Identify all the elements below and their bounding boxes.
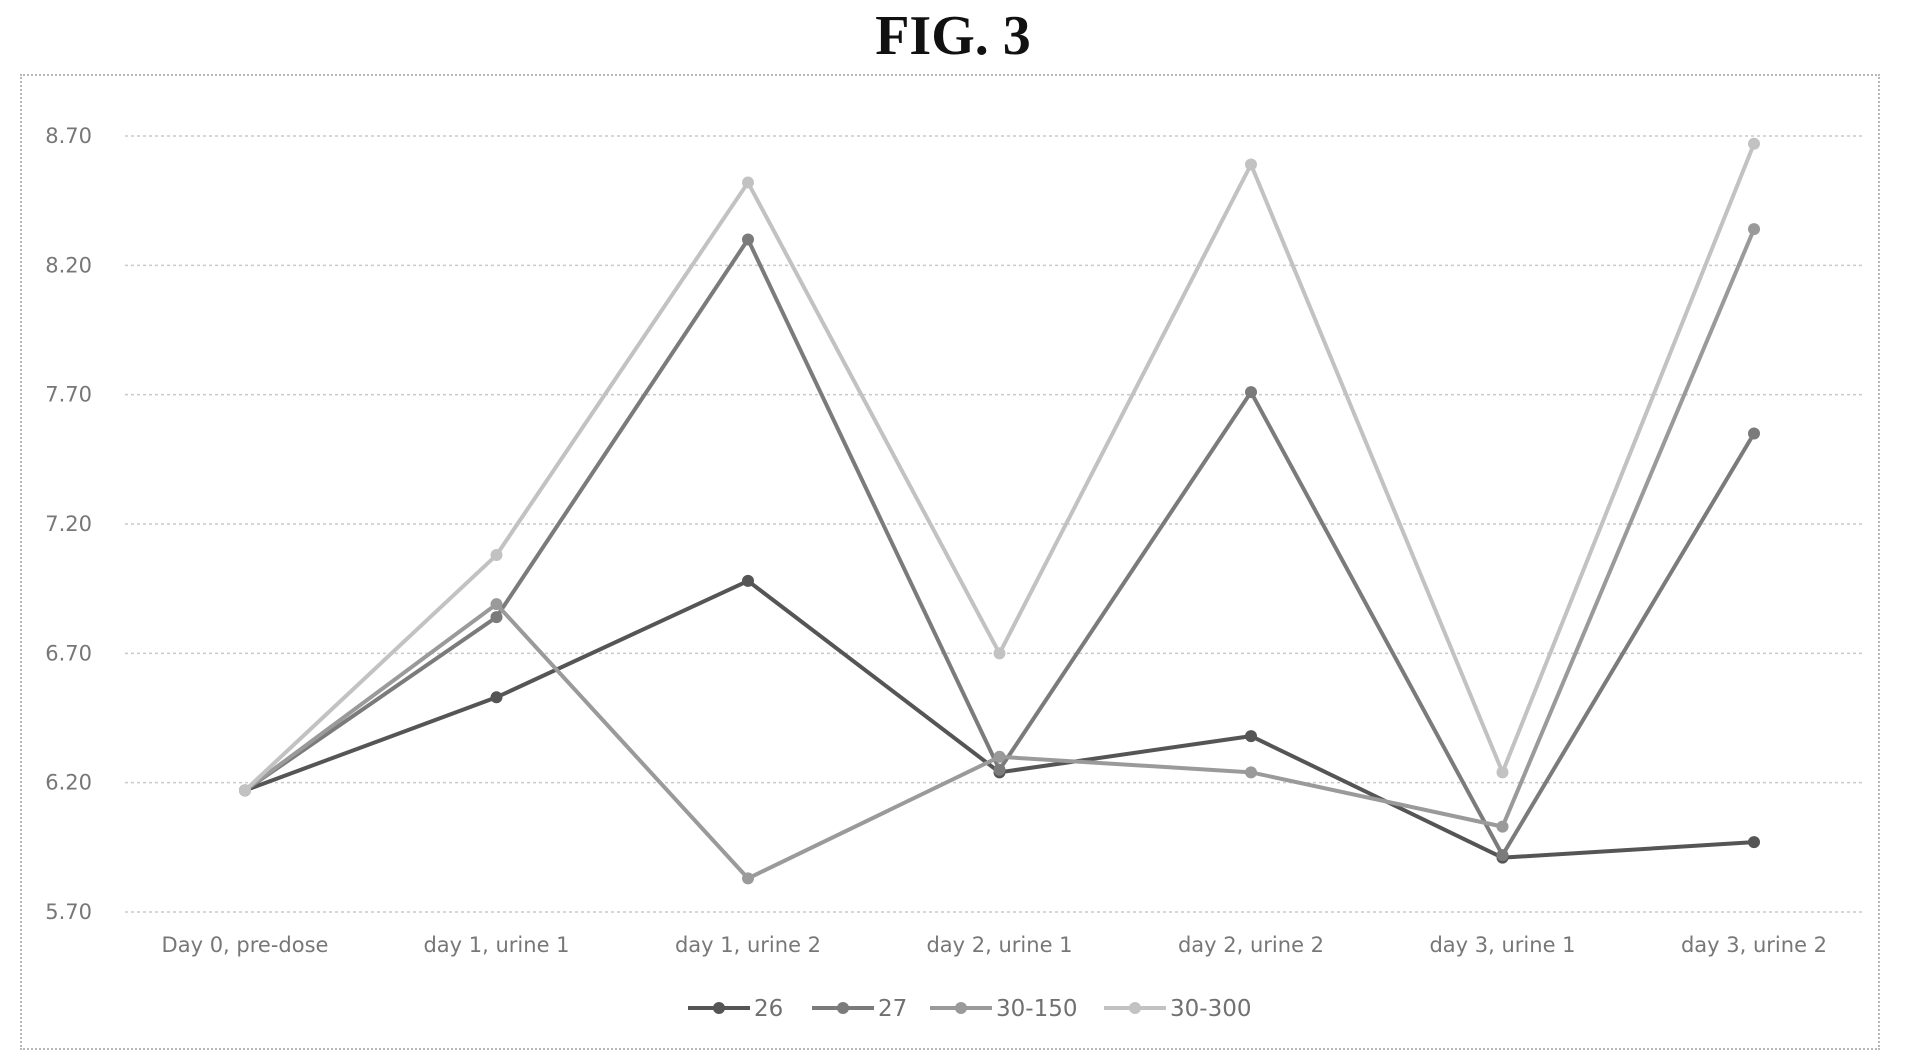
legend-item: 27	[812, 996, 907, 1022]
y-tick-label: 6.70	[45, 641, 92, 665]
data-point	[490, 598, 503, 611]
y-tick-label: 7.20	[45, 512, 92, 536]
legend-item: 30-300	[1104, 996, 1251, 1022]
series-26	[239, 574, 1760, 864]
data-point	[742, 233, 754, 246]
y-axis-ticks: 5.70 6.20 6.70 7.20 7.70 8.20 8.70	[45, 124, 92, 924]
series-30-150	[239, 223, 1760, 885]
series-lines	[239, 137, 1760, 885]
legend-marker	[955, 1002, 967, 1014]
legend-label: 30-300	[1170, 996, 1251, 1022]
data-point	[993, 750, 1006, 763]
data-point	[1245, 386, 1257, 399]
data-point	[1748, 836, 1760, 849]
legend-item: 30-150	[930, 996, 1077, 1022]
legend: 26 27 30-150 30-300	[688, 996, 1251, 1022]
chart-frame	[20, 74, 1880, 1050]
series-30-300	[239, 137, 1760, 797]
data-point	[239, 784, 251, 797]
data-point	[1496, 820, 1509, 833]
data-point	[490, 691, 503, 704]
data-point	[1245, 730, 1257, 743]
data-point	[742, 872, 754, 885]
x-axis-ticks: Day 0, pre-dose day 1, urine 1 day 1, urin…	[162, 933, 1827, 957]
data-point	[993, 647, 1006, 660]
legend-marker	[837, 1002, 849, 1014]
y-tick-label: 6.20	[45, 771, 92, 795]
x-tick-label: day 3, urine 1	[1429, 933, 1575, 957]
data-point	[490, 549, 503, 562]
x-tick-label: day 1, urine 2	[675, 933, 821, 957]
y-tick-label: 8.20	[45, 253, 92, 277]
series-line	[243, 143, 1756, 792]
data-point	[1245, 766, 1257, 779]
data-point	[1748, 223, 1760, 236]
series-line	[243, 228, 1756, 881]
x-tick-label: day 2, urine 2	[1178, 933, 1324, 957]
y-tick-label: 5.70	[45, 900, 92, 924]
figure-label: FIG. 3	[875, 5, 1031, 67]
legend-label: 30-150	[996, 996, 1077, 1022]
data-point	[1748, 427, 1760, 440]
y-tick-label: 8.70	[45, 124, 92, 148]
x-tick-label: day 2, urine 1	[926, 933, 1072, 957]
data-point	[993, 763, 1006, 776]
legend-label: 27	[878, 996, 907, 1022]
legend-label: 26	[754, 996, 783, 1022]
data-point	[490, 611, 503, 624]
data-point	[1496, 849, 1509, 862]
legend-marker	[713, 1002, 725, 1014]
legend-marker	[1129, 1002, 1141, 1014]
data-point	[1748, 137, 1760, 150]
series-27	[239, 233, 1760, 862]
x-tick-label: Day 0, pre-dose	[162, 933, 329, 957]
legend-item: 26	[688, 996, 783, 1022]
data-point	[1245, 158, 1257, 171]
y-tick-label: 7.70	[45, 383, 92, 407]
data-point	[742, 176, 754, 189]
data-point	[742, 574, 754, 587]
x-tick-label: day 1, urine 1	[423, 933, 569, 957]
data-point	[1496, 766, 1509, 779]
x-tick-label: day 3, urine 2	[1681, 933, 1827, 957]
